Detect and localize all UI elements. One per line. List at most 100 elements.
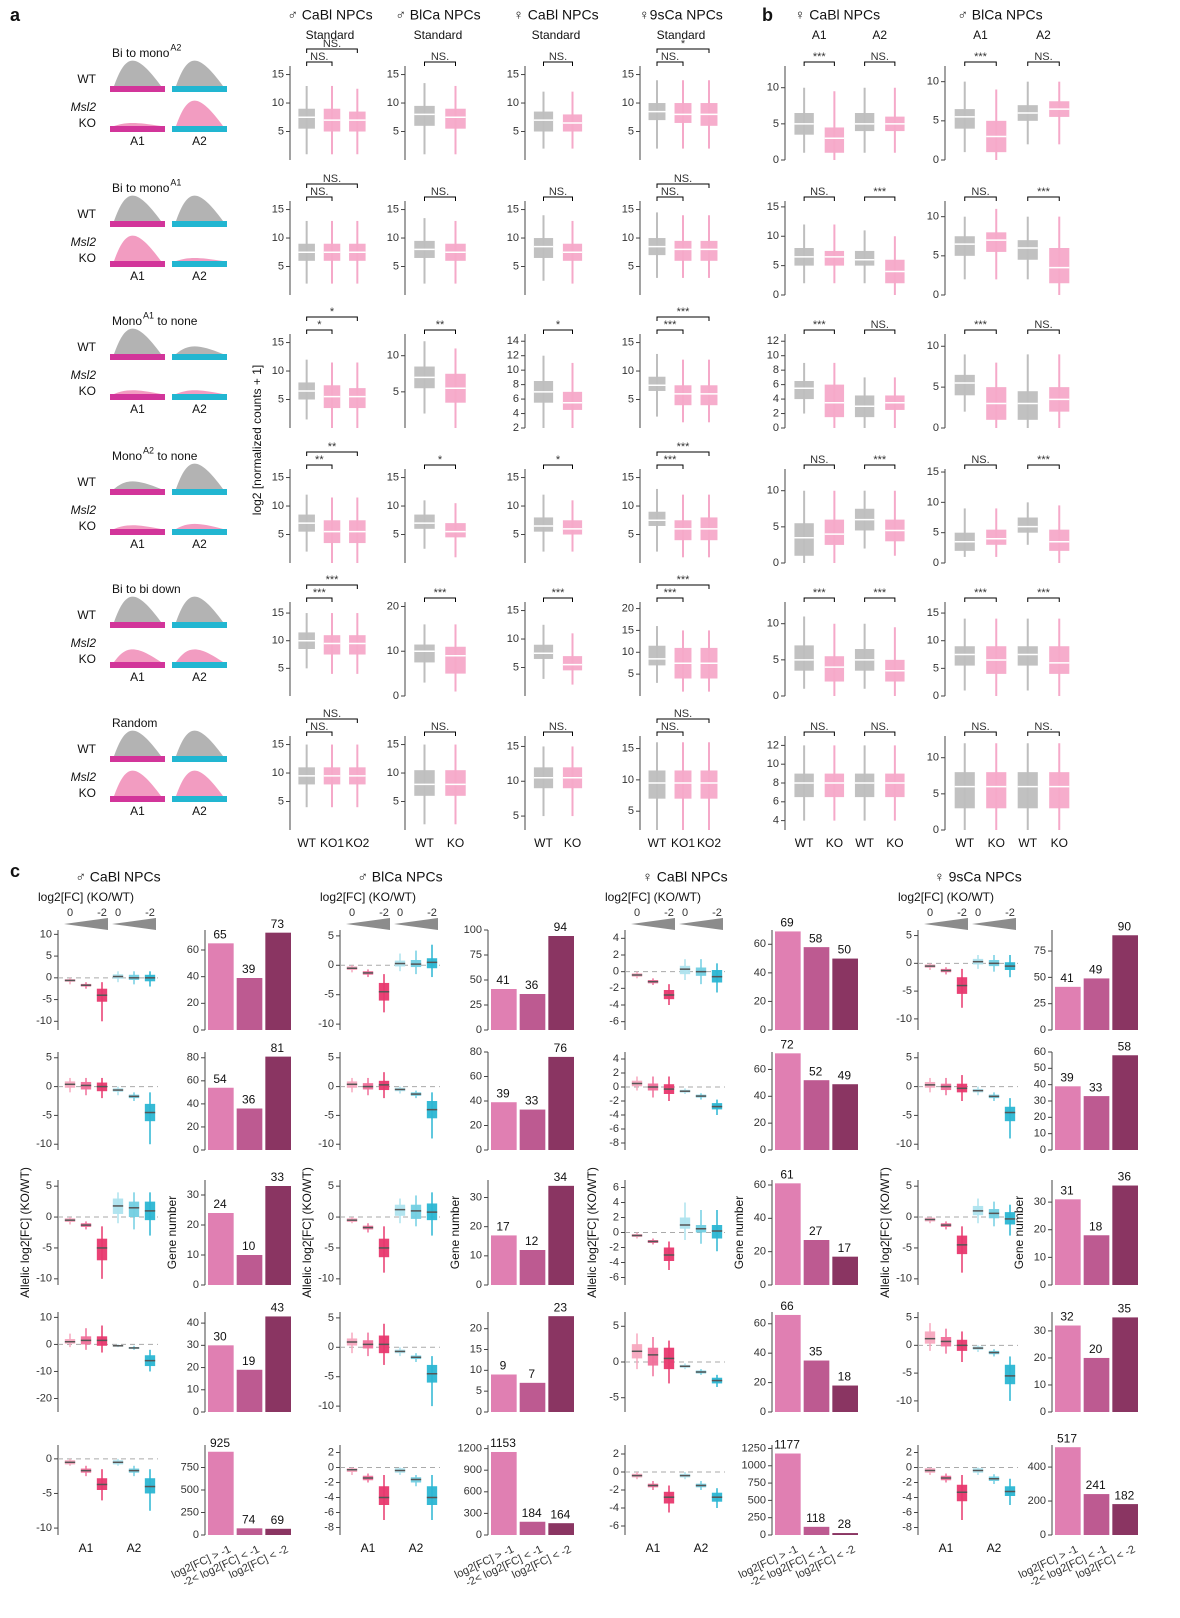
value-label: 94: [554, 920, 568, 934]
y-tick-label: 10: [622, 365, 634, 377]
y-tick-label: 60: [470, 1070, 482, 1082]
value-label: 241: [1086, 1478, 1106, 1492]
wt-label: WT: [77, 207, 96, 221]
y-tick-label: 15: [767, 201, 779, 213]
significance-label: NS.: [549, 186, 567, 198]
value-label: 1177: [774, 1438, 800, 1452]
x-tick-label: WT: [955, 836, 974, 850]
significance-bracket: [306, 731, 333, 736]
gradient-wedge: [346, 918, 390, 930]
value-label: 35: [809, 1345, 823, 1359]
value-label: 18: [838, 1370, 852, 1384]
x-tick-label: KO: [988, 836, 1005, 850]
y-tick-label: 5: [476, 1385, 482, 1397]
significance-bracket: [656, 597, 684, 602]
box: [794, 645, 814, 671]
chart-title: ♂ BlCa NPCs: [357, 869, 442, 885]
y-tick-label: 15: [622, 471, 634, 483]
y-tick-label: 0: [906, 957, 912, 969]
schematic-sup: A2: [170, 42, 181, 52]
group-label: A2: [409, 1541, 424, 1555]
y-tick-label: 0: [933, 824, 939, 836]
y-tick-label: -10: [896, 1273, 912, 1285]
box: [924, 1331, 936, 1344]
y-tick-label: 20: [387, 600, 399, 612]
y-tick-label: 5: [628, 125, 634, 137]
y-tick-label: 15: [272, 203, 284, 215]
significance-label: NS.: [323, 173, 341, 185]
y-tick-label: -8: [609, 1137, 619, 1149]
bar: [1112, 935, 1138, 1030]
box: [954, 109, 975, 129]
bar: [519, 1109, 546, 1150]
bar: [1112, 1185, 1138, 1285]
y-tick-label: 10: [507, 97, 519, 109]
significance-bracket: [656, 731, 684, 736]
peak-shape: [114, 649, 161, 662]
y-tick-label: 20: [1034, 1111, 1046, 1123]
y-tick-label: 0: [1040, 1144, 1046, 1156]
y-tick-label: -10: [318, 1138, 334, 1150]
chart-title: ♂ BlCa NPCs: [957, 7, 1042, 23]
significance-label: NS.: [674, 173, 692, 185]
significance-label: *: [681, 38, 686, 50]
y-tick-label: 5: [328, 1180, 334, 1192]
allele-bar: [110, 662, 165, 668]
y-tick-label: 0: [328, 1080, 334, 1092]
y-tick-label: 15: [470, 1343, 482, 1355]
allele-label: A2: [192, 134, 207, 148]
wt-label: WT: [77, 72, 96, 86]
y-tick-label: 15: [272, 738, 284, 750]
fc-header-tick: -2: [379, 907, 389, 919]
allele-bar: [172, 662, 227, 668]
y-tick-label: 10: [622, 774, 634, 786]
significance-label: **: [436, 319, 445, 331]
significance-label: NS.: [323, 38, 341, 50]
value-label: 36: [242, 1093, 256, 1107]
significance-bracket: [964, 61, 997, 66]
box: [674, 385, 692, 406]
bar: [548, 936, 574, 1030]
y-tick-label: 75: [470, 949, 482, 961]
y-tick-label: 6: [513, 393, 519, 405]
allele-bar: [172, 354, 227, 360]
box: [1049, 646, 1070, 674]
y-tick-label: 15: [622, 742, 634, 754]
y-tick-label: 0: [46, 1211, 52, 1223]
x-tick-label: KO1: [671, 836, 695, 850]
y-tick-label: -4: [609, 1256, 619, 1268]
significance-label: NS.: [661, 721, 679, 733]
y-tick-label: -5: [42, 1487, 52, 1499]
x-tick-label: WT: [534, 836, 553, 850]
y-tick-label: 15: [622, 624, 634, 636]
box: [648, 645, 666, 666]
peak-shape: [176, 523, 223, 529]
peak-shape: [114, 525, 161, 529]
y-tick-label: 5: [906, 1311, 912, 1323]
y-tick-label: 10: [927, 752, 939, 764]
y-tick-label: 750: [748, 1477, 766, 1489]
y-tick-label: 2: [613, 1067, 619, 1079]
y-tick-label: 0: [1040, 1024, 1046, 1036]
x-tick-label: KO: [886, 836, 903, 850]
box: [414, 105, 435, 126]
bar: [832, 1533, 858, 1535]
y-axis-title: Allelic log2[FC] (KO/WT): [878, 1167, 892, 1298]
schematic-sup: A2: [143, 445, 154, 455]
y-tick-label: 250: [181, 1506, 199, 1518]
y-tick-label: 10: [767, 758, 779, 770]
peak-shape: [114, 122, 161, 126]
y-tick-label: 0: [760, 1144, 766, 1156]
y-tick-label: -4: [324, 1491, 334, 1503]
significance-bracket: [306, 61, 333, 66]
significance-label: ***: [813, 587, 827, 599]
box: [648, 511, 666, 526]
y-tick-label: 5: [513, 528, 519, 540]
bar: [775, 1053, 801, 1150]
significance-label: ***: [664, 454, 678, 466]
value-label: 74: [242, 1513, 256, 1527]
y-tick-label: -6: [609, 1520, 619, 1532]
y-tick-label: -5: [324, 1242, 334, 1254]
chart-title: ♂ CaBl NPCs: [75, 869, 160, 885]
